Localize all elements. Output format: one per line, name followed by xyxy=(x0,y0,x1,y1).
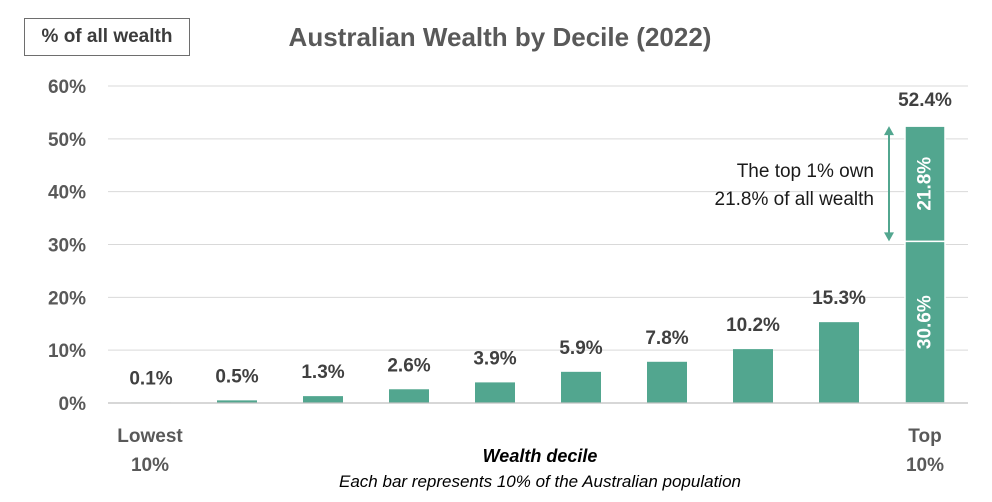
bar-value-label: 10.2% xyxy=(726,315,780,336)
segment-value-label: 30.6% xyxy=(915,295,936,349)
lowest-label-line2: 10% xyxy=(130,455,170,476)
bar xyxy=(733,349,773,403)
y-axis-label: % of all wealth xyxy=(24,18,190,56)
top-decile-label: Top 10% xyxy=(875,422,975,480)
bar-value-label: 0.5% xyxy=(215,366,258,387)
bar xyxy=(647,361,687,403)
top-label-line1: Top xyxy=(908,426,942,447)
bar xyxy=(303,396,343,403)
chart-title: Australian Wealth by Decile (2022) xyxy=(288,22,712,52)
bar-value-label: 15.3% xyxy=(812,288,866,309)
y-tick-label: 50% xyxy=(48,130,86,151)
y-tick-label: 60% xyxy=(48,77,86,98)
bar-value-label: 7.8% xyxy=(645,328,688,349)
bar xyxy=(389,389,429,403)
bar-value-label: 52.4% xyxy=(898,90,952,111)
bar xyxy=(561,371,601,403)
bar xyxy=(217,400,257,403)
bar-value-label: 3.9% xyxy=(473,348,516,369)
x-axis-label: Wealth decile xyxy=(482,446,598,466)
bar-value-label: 0.1% xyxy=(129,368,172,389)
bar-value-label: 2.6% xyxy=(387,355,430,376)
bar-value-label: 1.3% xyxy=(301,362,344,383)
y-tick-label: 10% xyxy=(48,341,86,362)
lowest-label-line1: Lowest xyxy=(117,426,183,447)
bar xyxy=(475,382,515,403)
annotation-line2: 21.8% of all wealth xyxy=(714,189,875,210)
x-axis-note: Each bar represents 10% of the Australia… xyxy=(339,472,741,491)
segment-value-label: 21.8% xyxy=(915,157,936,211)
annotation-arrow-head-down xyxy=(884,232,894,242)
lowest-decile-label: Lowest 10% xyxy=(100,422,200,480)
bar-value-label: 5.9% xyxy=(559,338,602,359)
bar xyxy=(819,322,859,403)
top-one-percent-annotation: The top 1% own 21.8% of all wealth xyxy=(620,158,875,214)
y-tick-label: 0% xyxy=(59,394,87,415)
annotation-arrow-head-up xyxy=(884,126,894,136)
annotation-line1: The top 1% own xyxy=(736,161,874,182)
y-tick-label: 30% xyxy=(48,236,86,257)
y-tick-label: 20% xyxy=(48,288,86,309)
y-tick-label: 40% xyxy=(48,183,86,204)
top-one-percent-segment xyxy=(904,125,946,243)
top-label-line2: 10% xyxy=(905,455,945,476)
